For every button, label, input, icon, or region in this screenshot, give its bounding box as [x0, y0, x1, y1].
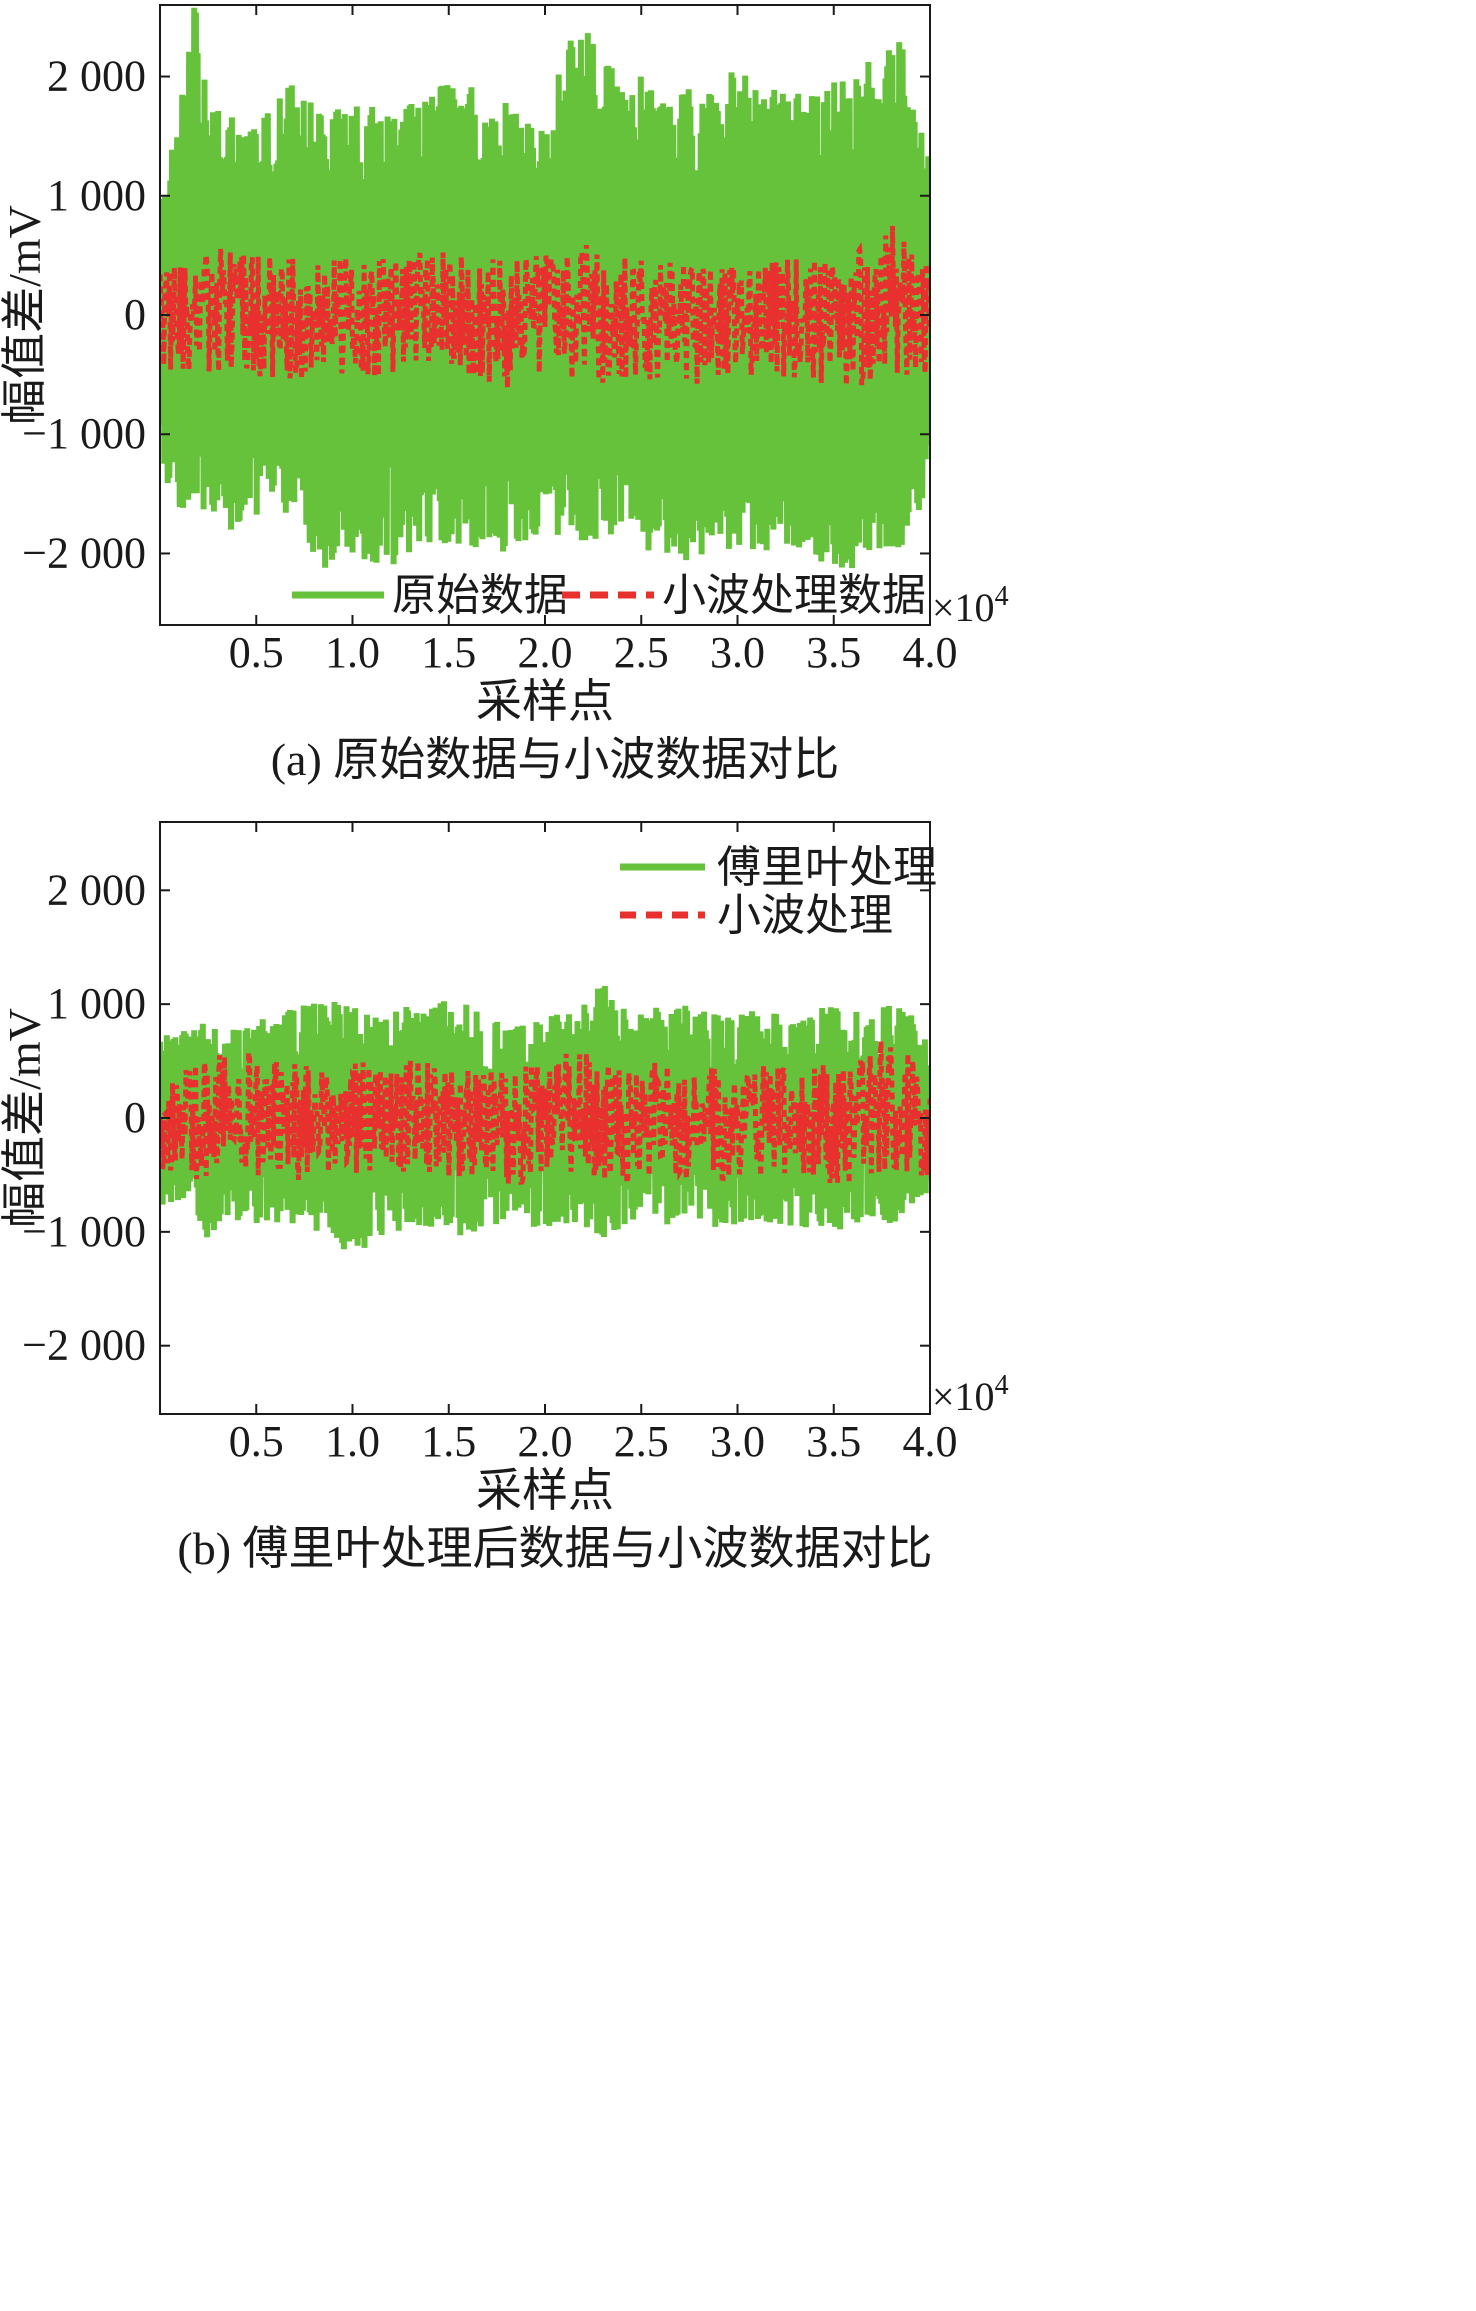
y-tick-label: 0: [124, 1093, 146, 1142]
legend: 原始数据 小波处理数据: [292, 571, 926, 620]
x-tick-label: 4.0: [903, 628, 958, 677]
y-tick-label: 1 000: [47, 979, 146, 1028]
y-tick-label: −2 000: [22, 1321, 146, 1370]
x-tick-label: 1.5: [421, 628, 476, 677]
legend-label: 原始数据: [392, 571, 568, 620]
plot-area-a: [160, 7, 930, 569]
series-line: [160, 985, 930, 1250]
x-multiplier: ×104: [932, 581, 1009, 630]
y-tick-label: 2 000: [47, 865, 146, 914]
y-axis-label: 幅值差/mV: [0, 1008, 50, 1228]
y-tick-label: −1 000: [22, 1207, 146, 1256]
x-multiplier: ×104: [932, 1370, 1009, 1419]
x-axis-label: 采样点: [476, 1465, 614, 1516]
x-tick-label: 2.0: [518, 628, 573, 677]
x-tick-label: 0.5: [229, 628, 284, 677]
y-tick-label: −2 000: [22, 528, 146, 577]
x-tick-label: 1.0: [325, 628, 380, 677]
x-tick-label: 3.0: [710, 1417, 765, 1466]
series-green-a: [160, 7, 930, 569]
y-tick-label: −1 000: [22, 409, 146, 458]
series-red-a: [160, 225, 930, 388]
x-tick-label: 1.0: [325, 1417, 380, 1466]
chart-svg-a: 2 000 1 000 0 −1 000 −2 000 0.5 1.0 1.5 2.0 2.5 3.…: [0, 4, 1009, 785]
x-tick-label: 3.5: [806, 1417, 861, 1466]
x-tick-label: 3.5: [806, 628, 861, 677]
y-tick-label: 2 000: [47, 52, 146, 101]
y-tick-label: 1 000: [47, 171, 146, 220]
series-line: [160, 7, 930, 569]
legend-label: 小波处理: [717, 891, 893, 940]
figure-caption: (b) 傅里叶处理后数据与小波数据对比: [177, 1523, 932, 1574]
x-tick-label: 1.5: [421, 1417, 476, 1466]
chart-panel-a: 2 000 1 000 0 −1 000 −2 000 0.5 1.0 1.5 2.0 2.5 3.…: [0, 4, 1009, 785]
x-axis-label: 采样点: [476, 676, 614, 727]
legend-label: 傅里叶处理: [717, 843, 937, 892]
x-tick-label: 3.0: [710, 628, 765, 677]
figure-caption: (a) 原始数据与小波数据对比: [271, 734, 840, 785]
x-tick-label: 2.0: [518, 1417, 573, 1466]
y-axis-label: 幅值差/mV: [0, 205, 50, 425]
legend-label: 小波处理数据: [662, 571, 926, 620]
x-tick-label: 2.5: [614, 628, 669, 677]
y-tick-label: 0: [124, 290, 146, 339]
x-tick-label: 4.0: [903, 1417, 958, 1466]
x-tick-label: 0.5: [229, 1417, 284, 1466]
series-line: [160, 225, 930, 388]
plot-area-b: [160, 985, 930, 1250]
series-line: [160, 1041, 930, 1185]
x-tick-label: 2.5: [614, 1417, 669, 1466]
